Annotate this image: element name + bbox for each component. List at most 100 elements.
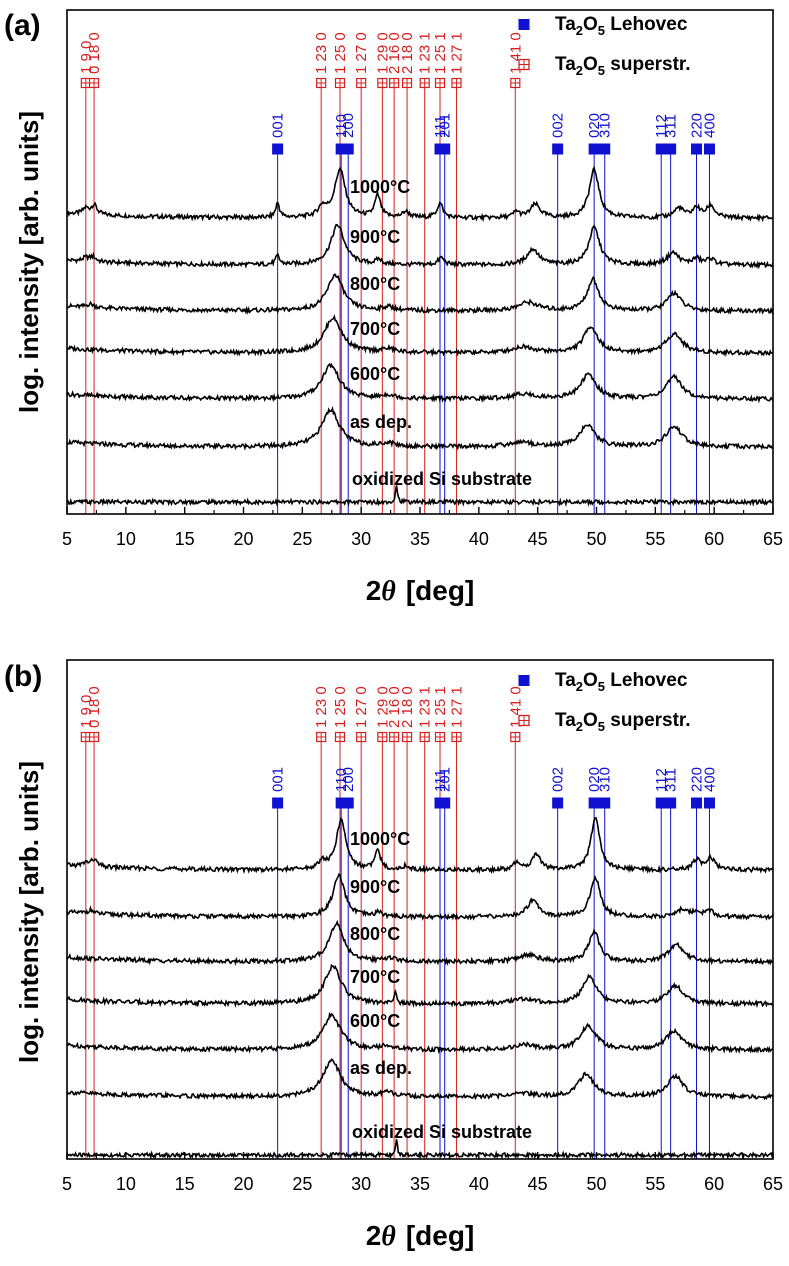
red-reflection-marker (510, 731, 521, 743)
blue-reflection-marker (335, 143, 347, 155)
blue-reflection-label: 201 (437, 767, 454, 792)
x-tick-label: 65 (763, 1174, 783, 1194)
blue-reflection-marker (342, 797, 354, 809)
blue-reflection-label: 110 (333, 768, 350, 792)
x-tick-label: 55 (645, 529, 665, 549)
red-reflection-marker (334, 77, 346, 89)
x-tick-label: 60 (704, 529, 724, 549)
x-tick-label: 20 (233, 1174, 253, 1194)
x-tick-label: 65 (763, 529, 783, 549)
red-reflection-marker (377, 731, 388, 743)
xrd-trace (66, 273, 774, 315)
red-reflection-label: 1 23 0 (313, 32, 330, 74)
red-reflection-label: 1 23 1 (417, 686, 434, 728)
red-reflection-marker (316, 731, 327, 743)
red-reflection-label: 0 18 0 (86, 32, 103, 74)
blue-reflection-marker (439, 143, 451, 155)
red-reflection-marker (401, 77, 413, 89)
blue-reflection-label: 220 (689, 113, 706, 138)
red-reflection-marker (389, 77, 400, 89)
red-reflection-marker (451, 731, 462, 743)
trace-label: 900°C (350, 877, 400, 897)
legend-entry: Ta2O5 superstr. (518, 710, 691, 734)
red-reflection-label: 1 23 0 (313, 686, 330, 728)
x-tick-label: 10 (116, 1174, 136, 1194)
x-tick-label: 45 (528, 529, 548, 549)
blue-reflection-label: 220 (689, 767, 706, 792)
blue-reflection-marker (335, 797, 347, 809)
trace-label: 700°C (350, 319, 400, 339)
x-tick-label: 25 (292, 1174, 312, 1194)
x-tick-label: 15 (175, 529, 195, 549)
trace-label: 600°C (350, 364, 400, 384)
panel-letter: (a) (4, 9, 41, 42)
blue-reflection-label: 020 (586, 113, 603, 138)
blue-reflection-label: 400 (701, 113, 718, 138)
red-reflection-marker (434, 731, 446, 743)
red-reflection-label: 2 18 0 (399, 686, 416, 728)
red-reflection-marker (419, 77, 430, 89)
trace-label: 1000°C (350, 829, 410, 849)
blue-reflection-label: 200 (340, 113, 357, 138)
y-axis-label: log. intensity [arb. units] (14, 761, 44, 1063)
red-reflection-label: 1 27 0 (353, 686, 370, 728)
red-reflection-marker (401, 731, 413, 743)
red-reflection-label: 2 18 0 (399, 32, 416, 74)
red-reflection-marker (316, 77, 327, 89)
x-tick-label: 10 (116, 529, 136, 549)
xrd-trace (66, 314, 774, 358)
xrd-trace (66, 872, 774, 921)
blue-reflection-marker (552, 797, 564, 809)
legend-entry: Ta2O5 Lehovec (518, 14, 688, 38)
blue-reflection-marker (703, 797, 715, 809)
xrd-trace (66, 165, 774, 223)
blue-reflection-marker (588, 797, 600, 809)
legend-label: Ta2O5 superstr. (555, 710, 691, 734)
blue-reflection-marker (703, 143, 715, 155)
red-reflection-label: 0 18 0 (86, 686, 103, 728)
red-reflection-marker (389, 731, 400, 743)
panel-letter: (b) (4, 660, 42, 693)
trace-label: 700°C (350, 967, 400, 987)
blue-reflection-label: 110 (333, 114, 350, 138)
red-reflection-marker (419, 731, 430, 743)
blue-reflection-marker (439, 797, 451, 809)
blue-reflection-label: 311 (663, 114, 680, 138)
xrd-trace (66, 405, 774, 451)
red-reflection-label: 1 25 0 (332, 32, 349, 74)
blue-reflection-marker (665, 143, 677, 155)
xrd-trace (66, 1058, 774, 1101)
red-reflection-label: 2 16 0 (386, 686, 403, 728)
blue-reflection-label: 400 (701, 767, 718, 792)
x-tick-label: 5 (62, 1174, 72, 1194)
blue-reflection-label: 111 (432, 769, 449, 792)
legend-marker-crossed-square (518, 714, 530, 727)
x-tick-label: 30 (351, 1174, 371, 1194)
blue-reflection-label: 112 (653, 768, 670, 792)
blue-reflection-label: 001 (270, 767, 287, 792)
blue-reflection-marker (342, 143, 354, 155)
trace-label: 1000°C (350, 177, 410, 197)
xrd-trace (66, 1011, 774, 1055)
legend-marker-filled-square (518, 675, 530, 686)
blue-reflection-label: 111 (432, 115, 449, 138)
x-tick-label: 35 (410, 1174, 430, 1194)
red-reflection-label: 1 9 0 (78, 695, 95, 728)
red-reflection-label: 1 29 0 (374, 686, 391, 728)
blue-reflection-marker (691, 143, 703, 155)
x-tick-label: 50 (586, 529, 606, 549)
x-tick-label: 45 (528, 1174, 548, 1194)
x-axis-label: 2θ [deg] (366, 575, 475, 607)
blue-reflection-label: 001 (270, 113, 287, 138)
blue-reflection-label: 311 (663, 768, 680, 792)
xrd-trace (66, 485, 774, 508)
legend-label: Ta2O5 superstr. (555, 54, 691, 78)
x-tick-label: 15 (175, 1174, 195, 1194)
x-tick-label: 35 (410, 529, 430, 549)
xrd-trace (66, 362, 774, 404)
x-tick-label: 25 (292, 529, 312, 549)
x-tick-label: 20 (233, 529, 253, 549)
blue-reflection-marker (655, 797, 667, 809)
